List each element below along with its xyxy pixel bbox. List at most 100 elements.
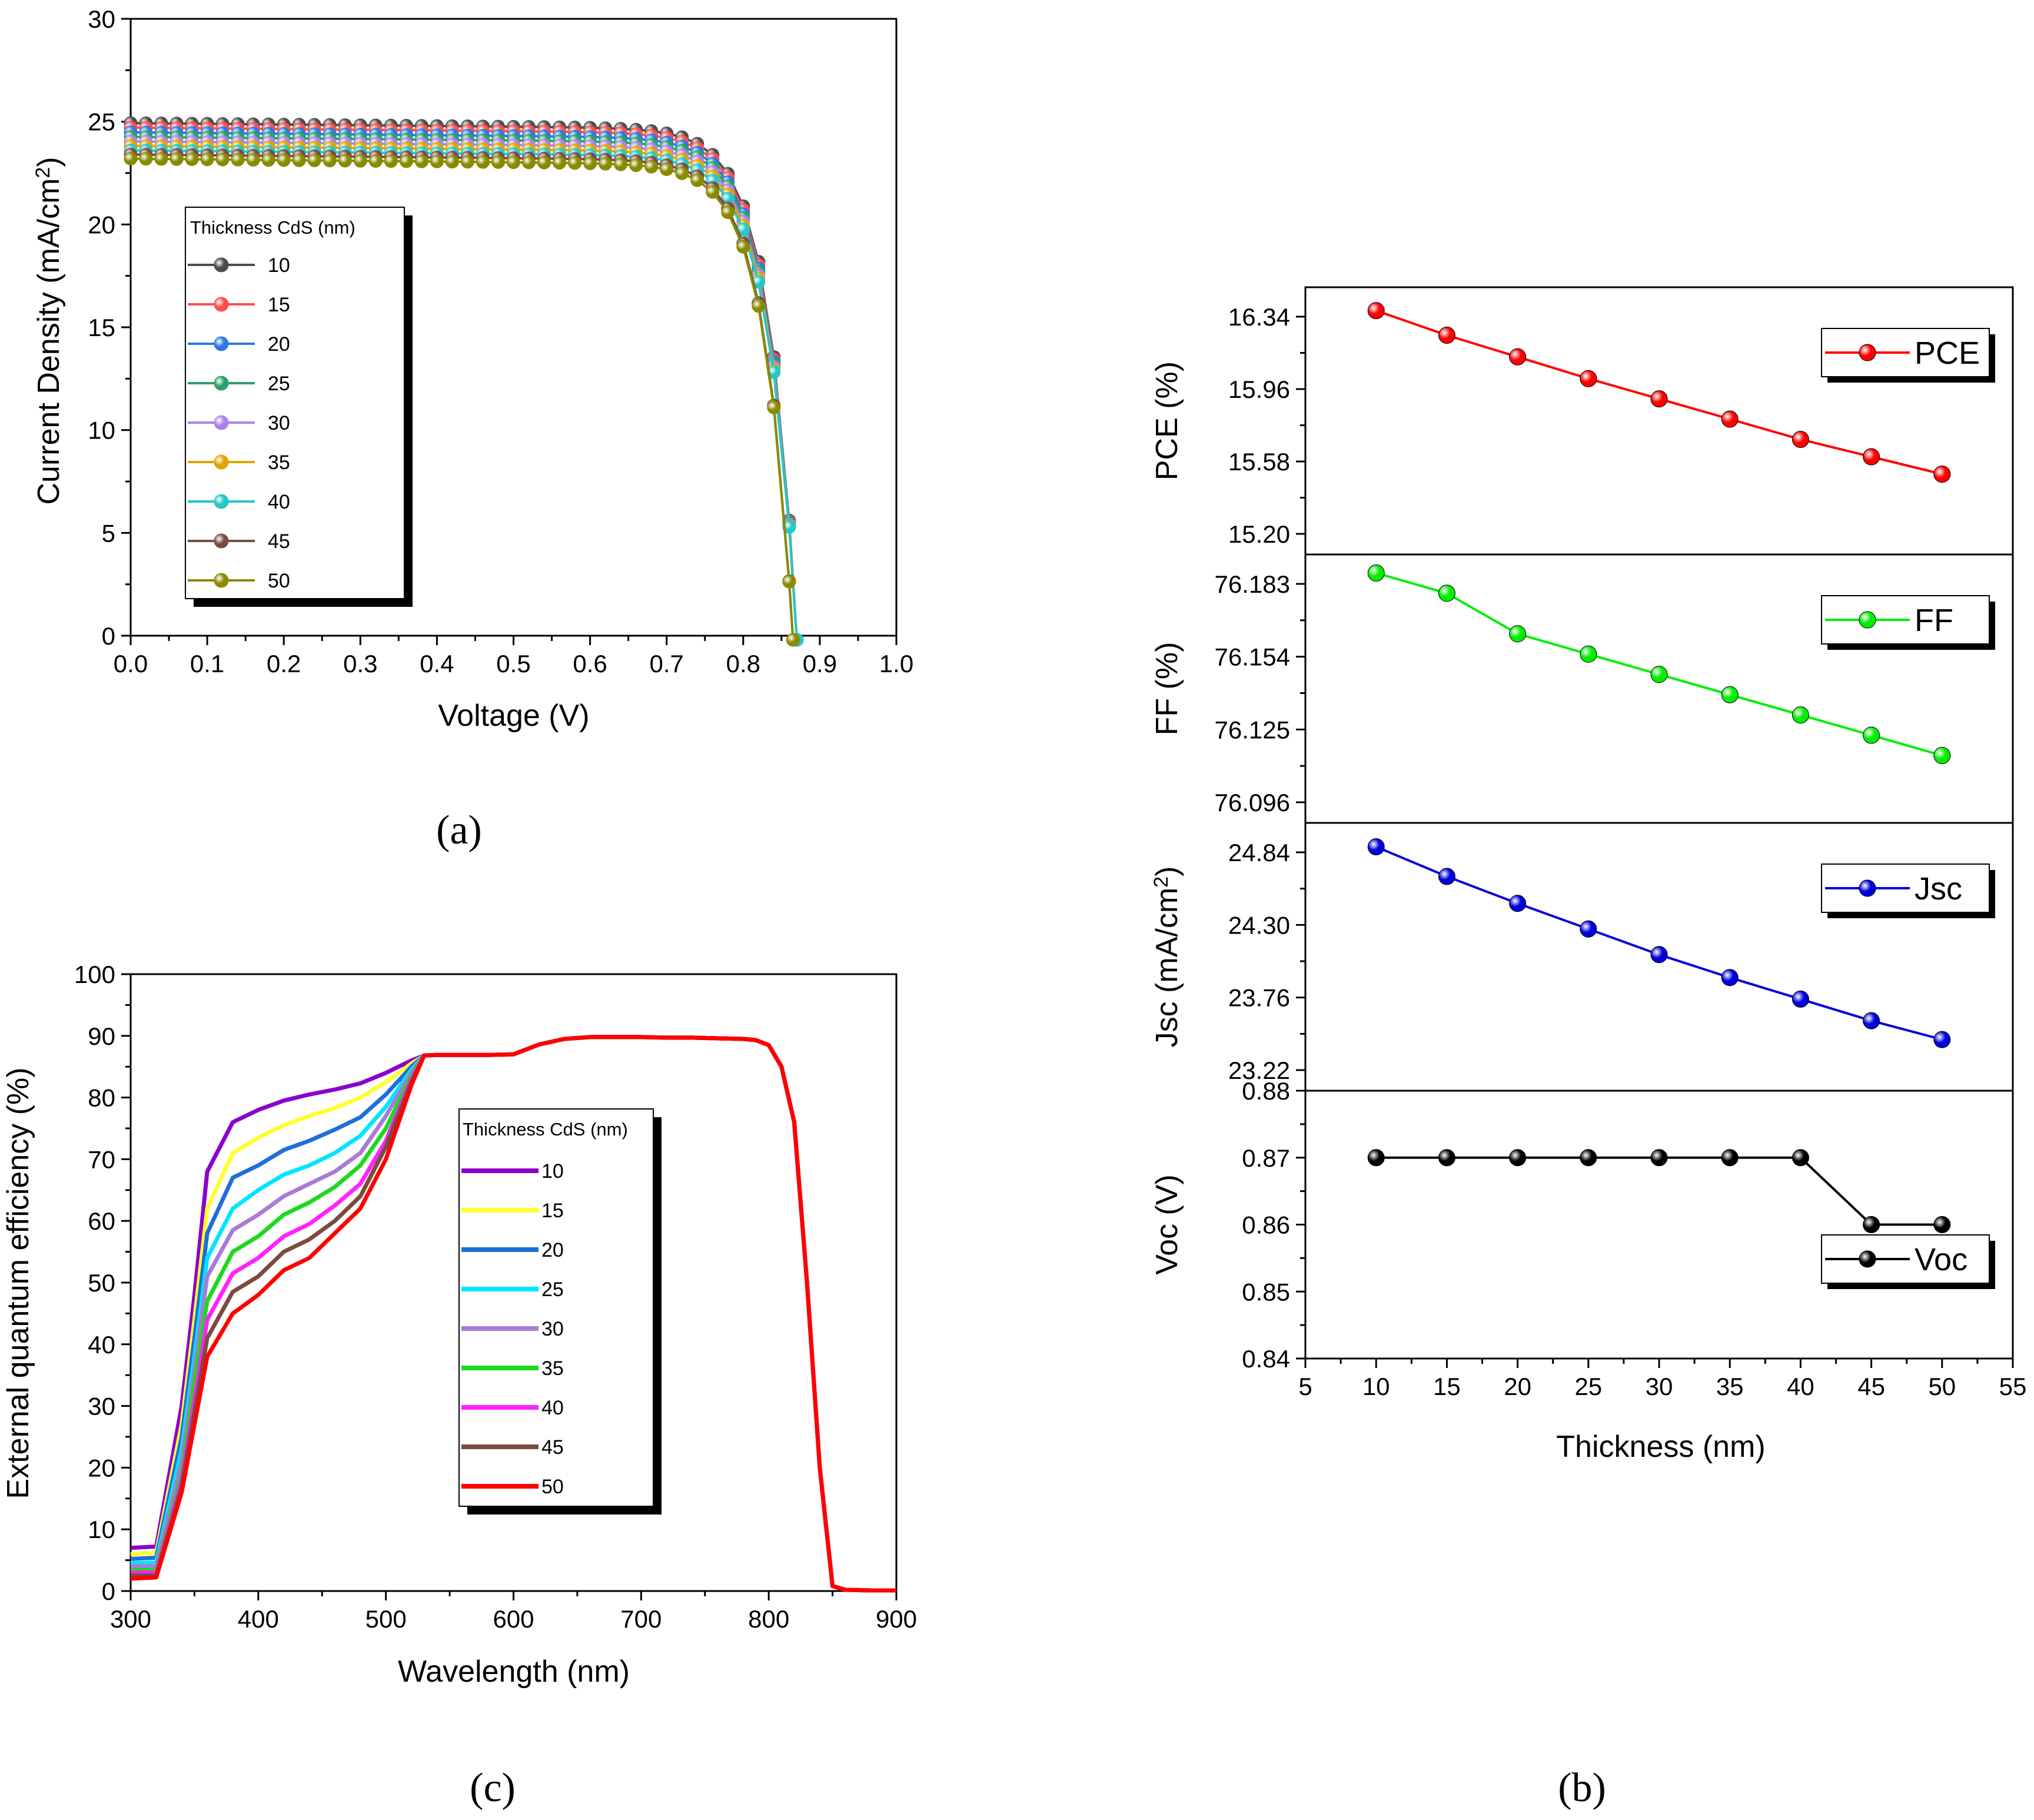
panel-a-legend-marker-30 — [214, 415, 229, 430]
panel-a-data-point-50 — [507, 155, 520, 170]
panel-c-y-tick-label: 10 — [88, 1516, 115, 1543]
panel-a-x-axis-title: Voltage (V) — [438, 699, 589, 733]
panel-c-legend-label-30: 30 — [541, 1318, 564, 1340]
panel-b-data-point-Jsc — [1580, 920, 1597, 938]
panel-b-label: (b) — [1558, 1765, 1606, 1811]
panel-c-legend-label-15: 15 — [541, 1200, 564, 1222]
panel-a-y-axis-title: Current Density (mA/cm2) — [32, 157, 66, 504]
panel-b-data-point-Jsc — [1721, 969, 1739, 987]
panel-b-y-tick-label-PCE: 15.96 — [1228, 376, 1290, 403]
panel-c-legend-box — [458, 1108, 654, 1507]
panel-a-legend-box — [185, 207, 405, 599]
panel-a-data-point-50 — [706, 185, 720, 199]
panel-a-data-point-50 — [786, 633, 800, 647]
panel-b-parameters-vs-thickness: Thickness (nm) (b) 15.20 15.58 15.96 16.34 P… — [1150, 286, 2026, 1811]
panel-c-legend-label-20: 20 — [541, 1239, 564, 1261]
panel-b-y-tick-label-FF: 76.183 — [1215, 570, 1290, 598]
panel-a-x-tick-label: 0.3 — [343, 650, 377, 677]
panel-a-legend-label-10: 10 — [268, 254, 290, 277]
panel-c-legend-label-50: 50 — [541, 1476, 564, 1498]
panel-b-data-point-PCE — [1792, 431, 1809, 448]
panel-b-y-tick-label-Voc: 0.87 — [1242, 1144, 1290, 1172]
panel-c-x-tick-label: 800 — [748, 1605, 789, 1633]
panel-b-y-tick-label-Jsc: 24.84 — [1228, 839, 1290, 866]
panel-a-y-tick-label: 25 — [88, 108, 115, 136]
panel-a-legend-marker-35 — [214, 454, 229, 470]
panel-b-data-point-Voc — [1509, 1149, 1527, 1167]
panel-c-x-tick-label: 700 — [620, 1605, 662, 1633]
panel-c-x-tick-label: 600 — [493, 1605, 534, 1633]
panel-b-legend-marker-Jsc — [1859, 879, 1876, 897]
panel-b-data-point-PCE — [1650, 390, 1668, 408]
panel-c-x-tick-label: 900 — [876, 1605, 917, 1633]
panel-c-legend-label-45: 45 — [541, 1436, 564, 1459]
panel-a-data-point-50 — [660, 162, 674, 176]
panel-a-x-tick-label: 0.1 — [190, 650, 224, 677]
panel-a-data-point-50 — [644, 160, 659, 174]
panel-a-data-point-50 — [414, 154, 428, 168]
panel-a-x-tick-label: 0.7 — [650, 650, 684, 677]
panel-a-data-point-50 — [736, 240, 750, 254]
panel-a-x-tick-label: 0.2 — [267, 650, 301, 677]
panel-a-data-point-50 — [399, 154, 413, 168]
panel-a-data-point-50 — [522, 155, 536, 170]
panel-a-data-point-50 — [185, 152, 199, 166]
panel-b-data-point-Jsc — [1933, 1031, 1951, 1048]
panel-a-data-point-50 — [292, 153, 306, 167]
panel-c-y-tick-label: 0 — [102, 1577, 115, 1605]
panel-b-data-point-Voc — [1367, 1149, 1385, 1167]
panel-b-data-point-PCE — [1580, 370, 1597, 387]
panel-b-data-point-PCE — [1721, 410, 1739, 428]
panel-b-data-point-Voc — [1792, 1149, 1809, 1167]
panel-b-y-tick-label-FF: 76.125 — [1215, 716, 1290, 743]
panel-b-data-point-Jsc — [1509, 895, 1527, 912]
panel-b-x-tick-label: 10 — [1362, 1373, 1390, 1400]
panel-a-jv-curves: Current Density (mA/cm2) Voltage (V) (a)… — [32, 5, 913, 853]
panel-b-legend-label-Voc: Voc — [1915, 1242, 1967, 1277]
panel-c-y-axis-title: External quantum efficiency (%) — [1, 1067, 35, 1499]
panel-c-eqe: External quantum efficiency (%) Waveleng… — [1, 961, 917, 1811]
panel-a-data-point-50 — [139, 152, 153, 166]
panel-b-legend-marker-Voc — [1859, 1250, 1876, 1268]
panel-c-label: (c) — [470, 1765, 516, 1811]
panel-a-legend-marker-10 — [214, 257, 229, 273]
panel-a-data-point-50 — [690, 173, 704, 187]
panel-b-y-tick-label-Voc: 0.88 — [1242, 1077, 1290, 1105]
panel-b-data-point-Voc — [1933, 1216, 1951, 1233]
panel-a-data-point-50 — [476, 155, 490, 169]
panel-a-data-point-50 — [307, 154, 321, 167]
panel-a-data-point-50 — [752, 299, 766, 313]
panel-b-data-point-PCE — [1509, 348, 1527, 366]
panel-a-legend-label-40: 40 — [268, 491, 290, 513]
panel-b-data-point-Voc — [1863, 1216, 1880, 1233]
panel-a-y-tick-label: 10 — [88, 417, 115, 444]
panel-c-legend-title: Thickness CdS (nm) — [463, 1119, 628, 1140]
panel-a-legend-label-15: 15 — [268, 294, 290, 316]
panel-c-y-tick-label: 40 — [88, 1331, 115, 1359]
panel-a-legend-marker-45 — [214, 533, 229, 549]
panel-b-y-tick-label-Voc: 0.85 — [1242, 1278, 1290, 1306]
panel-b-data-point-FF — [1650, 666, 1668, 683]
panel-a-data-point-50 — [261, 153, 275, 167]
panel-a-x-tick-label: 0.0 — [114, 650, 148, 677]
panel-b-data-point-PCE — [1367, 302, 1385, 320]
panel-b-y-tick-label-PCE: 16.34 — [1228, 303, 1290, 331]
panel-b-x-tick-label: 30 — [1646, 1373, 1673, 1400]
panel-a-data-point-50 — [384, 154, 398, 168]
panel-b-data-point-Jsc — [1650, 946, 1668, 964]
panel-a-data-point-50 — [537, 155, 551, 170]
panel-a-data-point-50 — [767, 400, 781, 414]
panel-a-legend-label-45: 45 — [268, 530, 290, 553]
panel-a-data-point-50 — [231, 152, 245, 167]
panel-a-x-tick-label: 0.8 — [726, 650, 760, 677]
panel-b-x-tick-label: 50 — [1928, 1373, 1956, 1400]
panel-b-data-point-FF — [1438, 584, 1455, 602]
panel-a-data-point-50 — [353, 154, 367, 168]
panel-b-y-tick-label-Jsc: 24.30 — [1228, 911, 1290, 939]
panel-b-y-tick-label-PCE: 15.58 — [1228, 448, 1290, 476]
panel-a-data-point-50 — [338, 154, 352, 168]
panel-a-legend-label-35: 35 — [268, 451, 290, 474]
panel-b-y-tick-label-Jsc: 23.22 — [1228, 1057, 1290, 1084]
panel-b-y-tick-label-Voc: 0.86 — [1242, 1211, 1290, 1239]
panel-a-data-point-50 — [568, 156, 582, 170]
